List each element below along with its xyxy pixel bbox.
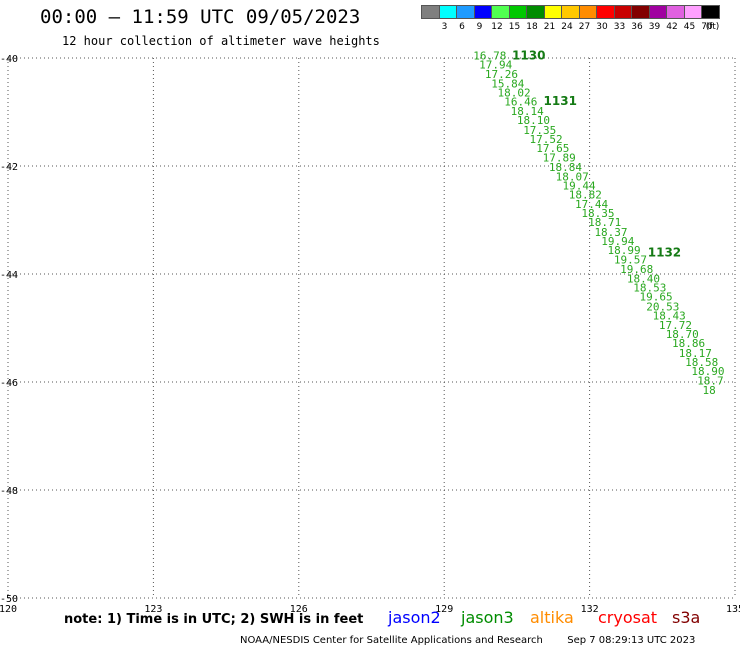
legend-bin-label: 27 bbox=[578, 22, 591, 32]
legend-bin-label: 45 bbox=[683, 22, 696, 32]
legend-swatch bbox=[701, 5, 720, 19]
wave-height-value: 17.44 bbox=[575, 198, 608, 211]
wave-height-value: 18.90 bbox=[691, 365, 724, 378]
legend-bin-label: 18 bbox=[526, 22, 538, 32]
pass-labels: 1130 1131 1132 bbox=[512, 48, 681, 259]
wave-height-value: 18.10 bbox=[517, 114, 550, 127]
lat-tick-label: -46 bbox=[0, 378, 18, 389]
legend-bin-label: 24 bbox=[561, 22, 573, 32]
legend-bin-label: 70 bbox=[701, 22, 713, 32]
wave-height-value: 16.78 bbox=[473, 49, 506, 62]
legend-jason2: jason2 bbox=[388, 608, 441, 627]
legend-bin-label: 33 bbox=[613, 22, 626, 32]
wave-height-value: 18.07 bbox=[556, 170, 589, 183]
note-text: note: 1) Time is in UTC; 2) SWH is in fe… bbox=[64, 612, 364, 627]
wave-height-value: 18.43 bbox=[653, 310, 686, 323]
legend-bin-label: 39 bbox=[648, 22, 661, 32]
pass-number-label: 1131 bbox=[544, 94, 577, 108]
wave-height-value: 15.84 bbox=[491, 77, 524, 90]
wave-height-readings: 16.7817.9417.2615.8418.0216.4618.1418.10… bbox=[473, 49, 724, 397]
wave-height-value: 18 bbox=[703, 384, 716, 397]
footer-timestamp: Sep 7 08:29:13 UTC 2023 bbox=[567, 635, 696, 646]
wave-height-value: 19.68 bbox=[620, 263, 653, 276]
legend-bin-label: 9 bbox=[476, 22, 483, 32]
wave-height-value: 17.26 bbox=[485, 68, 518, 81]
page-title: 00:00 – 11:59 UTC 09/05/2023 bbox=[40, 6, 361, 28]
footer: NOAA/NESDIS Center for Satellite Applica… bbox=[240, 635, 695, 646]
wave-height-value: 18.71 bbox=[588, 216, 621, 229]
legend-bin-label: 36 bbox=[631, 22, 643, 32]
wave-height-value: 18.37 bbox=[594, 226, 627, 239]
wave-height-value: 17.35 bbox=[523, 124, 556, 137]
wave-height-value: 18.17 bbox=[679, 347, 712, 360]
wave-height-value: 17.52 bbox=[530, 133, 563, 146]
lon-tick-label: 129 bbox=[435, 604, 453, 615]
wave-height-value: 18.02 bbox=[498, 87, 531, 100]
wave-height-value: 18.99 bbox=[608, 244, 641, 257]
lat-tick-label: -44 bbox=[0, 270, 18, 281]
wave-height-value: 18.70 bbox=[666, 328, 699, 341]
lat-tick-label: -48 bbox=[0, 486, 18, 497]
lon-tick-label: 135 bbox=[726, 604, 740, 615]
legend-bin-label: 30 bbox=[596, 22, 608, 32]
wave-height-value: 17.72 bbox=[659, 319, 692, 332]
wave-height-value: 17.94 bbox=[479, 58, 512, 71]
map-grid bbox=[7, 57, 736, 599]
lon-tick-label: 120 bbox=[0, 604, 17, 615]
pass-number-label: 1132 bbox=[648, 245, 681, 259]
legend-bin-label: 15 bbox=[508, 22, 521, 32]
wave-height-value: 16.46 bbox=[504, 96, 537, 109]
wave-height-value: 18.35 bbox=[581, 207, 614, 220]
wave-height-value: 18.14 bbox=[511, 105, 544, 118]
wave-height-value: 18.40 bbox=[627, 272, 660, 285]
wave-height-value: 18.7 bbox=[697, 374, 724, 387]
wave-height-value: 18.86 bbox=[672, 337, 705, 350]
legend-unit: (ft) bbox=[705, 22, 720, 32]
axis-tick-labels: 120 123 126 129 132 135 -40 -42 -44 -46 -48 -50 bbox=[0, 54, 740, 615]
legend-altika: altika bbox=[530, 608, 574, 627]
wave-height-value: 18.84 bbox=[549, 161, 582, 174]
pass-number-label: 1130 bbox=[512, 48, 545, 62]
wave-height-value: 18.53 bbox=[633, 282, 666, 295]
wave-height-value: 17.65 bbox=[536, 142, 569, 155]
wave-height-value: 19.44 bbox=[562, 179, 595, 192]
wave-height-value: 17.89 bbox=[543, 151, 576, 164]
wave-height-value: 19.65 bbox=[640, 291, 673, 304]
wave-height-value: 19.57 bbox=[614, 253, 647, 266]
lat-tick-label: -40 bbox=[0, 54, 18, 65]
legend-cryosat: cryosat bbox=[598, 608, 658, 627]
lat-tick-label: -50 bbox=[0, 594, 18, 605]
page-subtitle: 12 hour collection of altimeter wave hei… bbox=[62, 34, 380, 48]
lon-tick-label: 123 bbox=[144, 604, 162, 615]
wave-height-value: 18.82 bbox=[569, 189, 602, 202]
legend-bin-label: 42 bbox=[666, 22, 678, 32]
wave-height-value: 20.53 bbox=[646, 300, 679, 313]
legend-bin-label: 21 bbox=[543, 22, 556, 32]
footer-credit: NOAA/NESDIS Center for Satellite Applica… bbox=[240, 635, 543, 646]
lat-tick-label: -42 bbox=[0, 162, 18, 173]
legend-jason3: jason3 bbox=[461, 608, 514, 627]
legend-bin-label: 3 bbox=[441, 22, 448, 32]
lon-tick-label: 126 bbox=[290, 604, 308, 615]
wave-height-value: 18.58 bbox=[685, 356, 718, 369]
legend-s3a: s3a bbox=[672, 608, 701, 627]
wave-height-value: 19.94 bbox=[601, 235, 634, 248]
legend-bin-label: 12 bbox=[491, 22, 503, 32]
legend-bin-label: 6 bbox=[459, 22, 465, 32]
lon-tick-label: 132 bbox=[581, 604, 599, 615]
